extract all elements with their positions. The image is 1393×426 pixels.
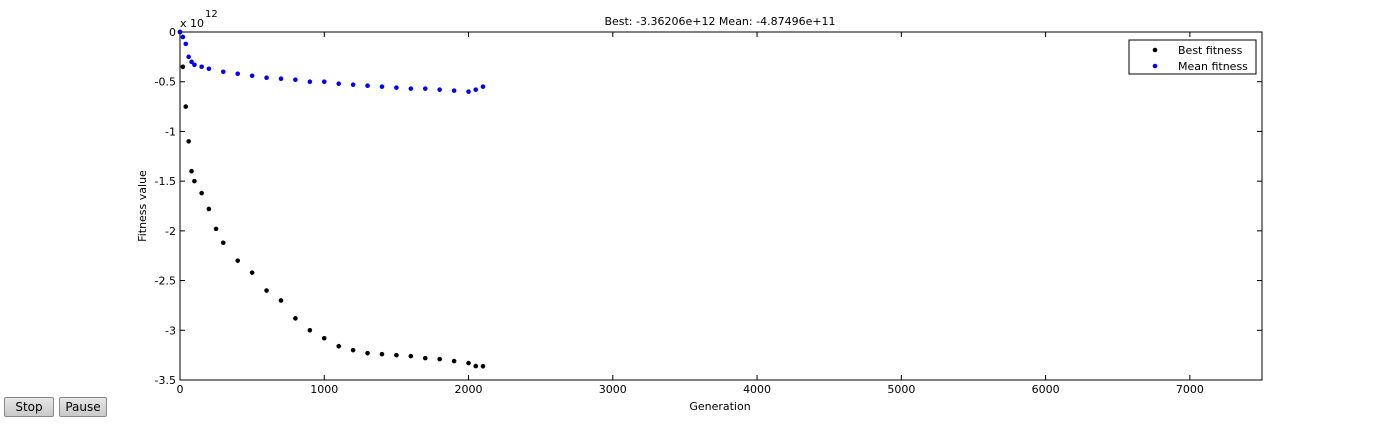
y-tick-label: -3.5	[155, 374, 176, 387]
y-tick-label: -1.5	[155, 175, 176, 188]
data-points	[177, 29, 486, 369]
data-point	[321, 335, 327, 341]
data-point	[350, 82, 356, 87]
data-point	[321, 79, 327, 85]
y-exponent-power: 12	[205, 9, 218, 20]
data-point	[183, 104, 189, 109]
data-point	[408, 353, 414, 359]
y-exponent-base: x 10	[180, 17, 204, 30]
data-point	[180, 64, 186, 70]
data-point	[213, 226, 219, 232]
legend-marker-mean	[1152, 63, 1158, 69]
data-point	[220, 240, 226, 246]
axes-box	[179, 31, 1263, 381]
data-point	[451, 88, 457, 93]
data-point	[437, 356, 442, 362]
data-point	[278, 298, 284, 303]
y-tick-label: 0	[169, 26, 176, 39]
data-point	[379, 351, 385, 357]
data-point	[451, 358, 457, 364]
data-point	[379, 84, 385, 89]
axis-ticks: 0 1000 2000 3000 4000 5000 6000 7000 0 -0.5 -1 -1.5…	[155, 26, 1262, 396]
data-point	[192, 178, 197, 184]
stop-button[interactable]: Stop	[4, 397, 54, 417]
data-point	[278, 76, 284, 82]
y-tick-label: -2.5	[155, 275, 176, 288]
data-point	[206, 206, 212, 212]
legend-marker-best	[1152, 47, 1158, 53]
series-mean-fitness	[177, 29, 486, 94]
x-tick-label: 7000	[1176, 383, 1204, 396]
data-point	[336, 81, 341, 87]
y-tick-label: -3	[165, 324, 176, 337]
data-point	[183, 41, 189, 47]
y-tick-label: -0.5	[155, 76, 176, 89]
x-tick-label: 3000	[599, 383, 627, 396]
data-point	[408, 86, 414, 91]
legend: Best fitness Mean fitness	[1128, 39, 1257, 75]
x-tick-label: 2000	[455, 383, 483, 396]
data-point	[365, 83, 370, 88]
data-point	[189, 168, 194, 174]
data-point	[177, 29, 183, 35]
pause-button[interactable]: Pause	[59, 397, 107, 417]
data-point	[264, 288, 269, 293]
data-point	[466, 360, 471, 366]
data-point	[466, 89, 471, 94]
data-point	[199, 64, 204, 70]
data-point	[220, 69, 226, 75]
data-point	[186, 54, 191, 60]
data-point	[336, 343, 341, 349]
chart-title: Best: -3.36206e+12 Mean: -4.87496e+11	[604, 15, 835, 28]
legend-label-mean: Mean fitness	[1178, 60, 1248, 73]
data-point	[293, 77, 298, 83]
legend-label-best: Best fitness	[1178, 44, 1243, 57]
x-tick-label: 0	[177, 383, 184, 396]
x-tick-label: 6000	[1032, 383, 1060, 396]
x-tick-label: 1000	[310, 383, 338, 396]
data-point	[473, 87, 479, 92]
data-point	[249, 270, 255, 275]
y-tick-label: -2	[165, 225, 176, 238]
x-tick-label: 5000	[887, 383, 915, 396]
data-point	[394, 352, 399, 358]
data-point	[307, 79, 313, 85]
data-point	[350, 347, 356, 353]
data-point	[422, 86, 428, 91]
data-point	[480, 84, 486, 89]
data-point	[480, 363, 486, 369]
data-point	[249, 73, 255, 79]
data-point	[192, 62, 197, 68]
y-tick-label: -1	[165, 125, 176, 138]
legend-box	[1128, 39, 1257, 75]
data-point	[199, 190, 204, 196]
y-axis-label: Fitness value	[136, 170, 149, 242]
data-point	[365, 350, 370, 356]
data-point	[189, 59, 194, 65]
data-point	[437, 87, 442, 92]
data-point	[293, 316, 298, 321]
data-point	[307, 327, 313, 333]
data-point	[235, 71, 241, 77]
data-point	[206, 66, 212, 72]
data-point	[180, 34, 186, 40]
x-axis-label: Generation	[689, 400, 750, 413]
x-tick-label: 4000	[743, 383, 771, 396]
series-best-fitness	[177, 29, 486, 369]
data-point	[186, 139, 191, 144]
data-point	[473, 363, 479, 369]
data-point	[264, 75, 269, 81]
data-point	[422, 355, 428, 361]
data-point	[394, 85, 399, 90]
data-point	[235, 258, 241, 263]
